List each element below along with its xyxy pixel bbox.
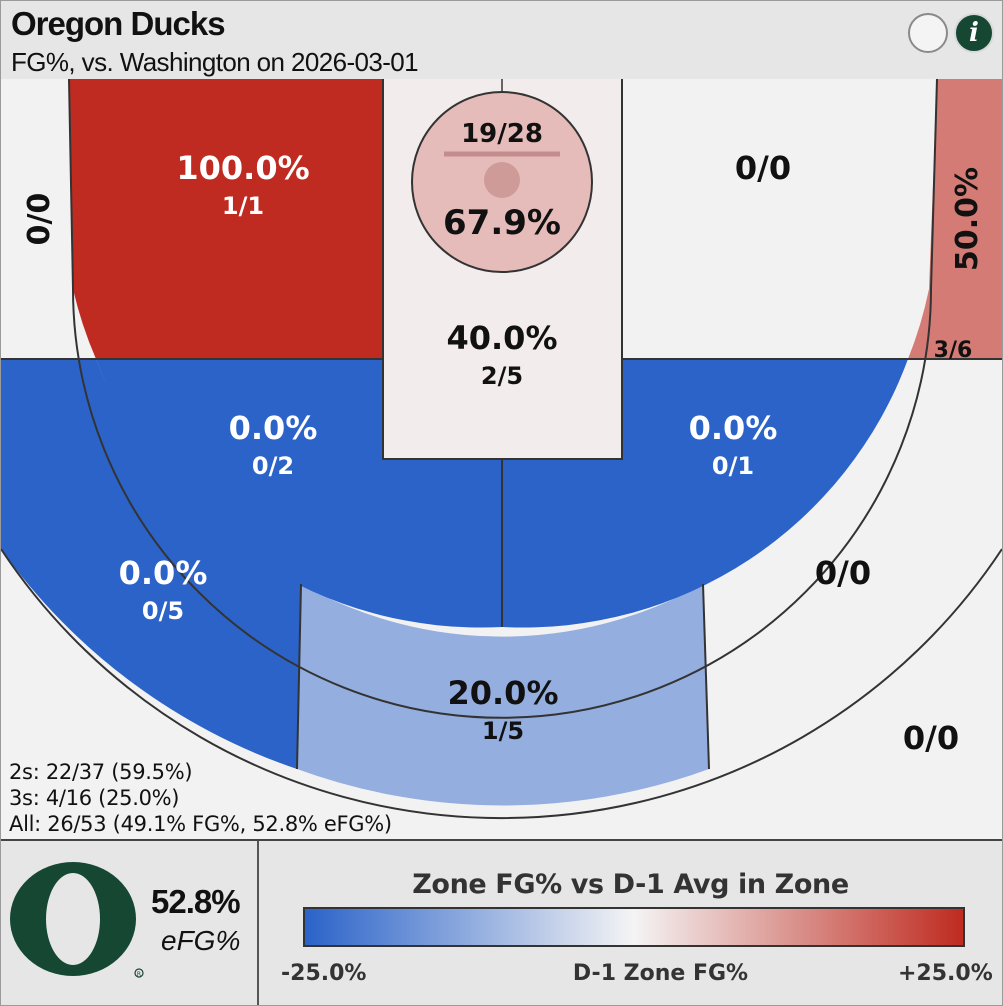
zone-left-wing-three (1, 359, 301, 769)
zone-frac-deep-right-three: 0/0 (903, 719, 959, 757)
zone-frac-right-corner-three: 3/6 (934, 338, 973, 363)
zone-frac-left-baseline-mid: 1/1 (222, 192, 264, 220)
info-button[interactable]: i (954, 13, 994, 53)
zone-frac-paint-lane: 2/5 (481, 362, 523, 390)
summary-threes: 3s: 4/16 (25.0%) (9, 786, 180, 810)
zone-pct-right-corner-three: 50.0% (950, 167, 985, 271)
info-icon: i (969, 18, 979, 48)
zone-frac-paint-restricted-area: 19/28 (461, 119, 543, 149)
zone-top-key-three (297, 584, 709, 806)
team-title: Oregon Ducks (11, 5, 226, 42)
zone-frac-left-wing-three: 0/5 (142, 597, 184, 625)
zone-frac-left-elbow-mid: 0/2 (252, 452, 294, 480)
legend-max-label: +25.0% (898, 961, 993, 986)
zone-pct-right-elbow-mid: 0.0% (689, 409, 778, 447)
footer: R 52.8% eFG% Zone FG% vs D-1 Avg in Zone… (1, 839, 1002, 1005)
zone-deep-right-three (701, 549, 1002, 839)
footer-divider (257, 841, 259, 1005)
zone-frac-left-corner-three: 0/0 (22, 193, 57, 246)
zone-right-baseline-mid (622, 79, 937, 359)
svg-text:R: R (137, 971, 141, 978)
zone-pct-left-elbow-mid: 0.0% (229, 409, 318, 447)
legend-mid-label: D-1 Zone FG% (572, 961, 749, 986)
shooting-summary: 2s: 22/37 (59.5%) 3s: 4/16 (25.0%) All: … (9, 759, 392, 837)
summary-all: All: 26/53 (49.1% FG%, 52.8% eFG%) (9, 812, 392, 836)
zone-frac-right-wing-three: 0/0 (815, 554, 871, 592)
zone-frac-right-elbow-mid: 0/1 (712, 452, 754, 480)
oregon-logo-icon: R (10, 862, 144, 978)
court-zone-map: 100.0% 1/1 0/0 19/28 67.9% 40.0% 2/5 0/0… (1, 79, 1002, 839)
zone-left-baseline-mid (69, 79, 383, 359)
legend-min-label: -25.0% (281, 961, 367, 986)
zone-pct-left-wing-three: 0.0% (119, 554, 208, 592)
efg-value: 52.8% (151, 883, 241, 920)
zone-paint-restricted-area (412, 92, 592, 272)
zone-right-wing-three (703, 359, 1002, 769)
legend-color-bar (303, 907, 965, 947)
efg-label: eFG% (161, 925, 241, 956)
zone-pct-left-baseline-mid: 100.0% (176, 149, 309, 187)
zone-right-elbow-mid (502, 359, 908, 628)
hoop (484, 162, 520, 198)
zone-pct-top-key-three: 20.0% (447, 674, 558, 712)
summary-twos: 2s: 22/37 (59.5%) (9, 760, 193, 784)
zone-pct-paint-lane: 40.0% (446, 319, 557, 357)
zone-pct-paint-restricted-area: 67.9% (443, 203, 561, 243)
zone-frac-top-key-three: 1/5 (482, 717, 524, 745)
zone-frac-right-baseline-mid: 0/0 (735, 149, 791, 187)
toggle-button[interactable] (908, 13, 948, 53)
chart-subtitle: FG%, vs. Washington on 2026-03-01 (11, 47, 419, 77)
header: Oregon Ducks FG%, vs. Washington on 2026… (1, 1, 1002, 79)
zone-left-elbow-mid (96, 359, 502, 628)
legend-title: Zone FG% vs D-1 Avg in Zone (412, 869, 849, 900)
